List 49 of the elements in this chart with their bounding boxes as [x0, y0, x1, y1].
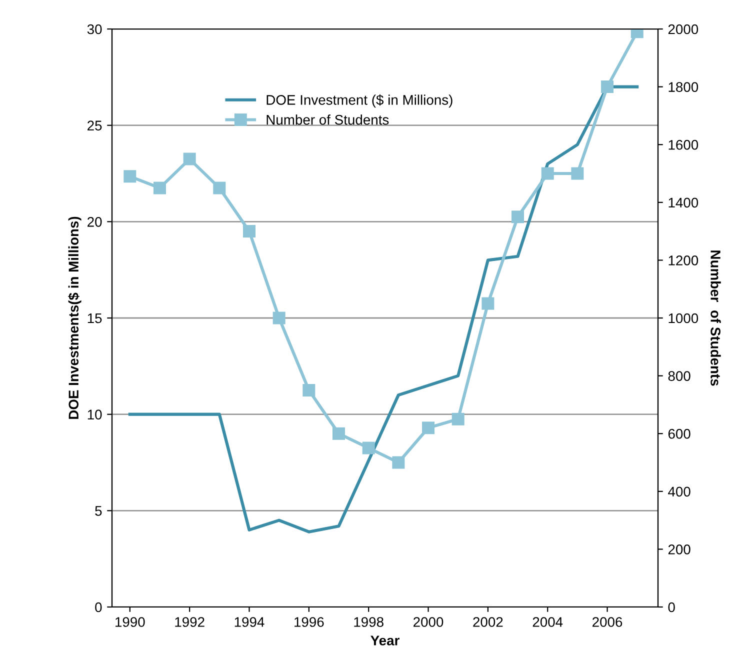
y2-tick-label: 1400: [668, 198, 698, 208]
y-tick-label: 25: [88, 120, 102, 131]
y2-tick-label: 400: [668, 486, 690, 497]
y2-tick-label: 1000: [668, 313, 698, 324]
x-tick-label: 1990: [116, 617, 145, 627]
y2-tick-label: 200: [668, 544, 690, 554]
x-axis-title: Year: [370, 636, 400, 646]
point: [242, 225, 256, 238]
y-tick-label: 15: [88, 313, 102, 324]
x-tick-label: 1996: [294, 617, 324, 627]
x-tick-label: 1998: [354, 617, 384, 627]
y-tick-label: 30: [87, 24, 102, 34]
y-tick-label: 0: [95, 602, 102, 612]
point: [422, 422, 435, 434]
y2-tick-label: 0: [668, 602, 675, 612]
point: [392, 456, 405, 469]
point: [124, 170, 136, 183]
y2-tick-label: 1600: [668, 140, 698, 150]
x-tick-label: 2004: [532, 617, 563, 627]
y2-tick-label: 600: [668, 428, 690, 439]
y2-tick-label: 800: [668, 371, 690, 381]
point: [302, 384, 316, 396]
x-tick-label: 2000: [414, 617, 444, 627]
y-tick-label: 5: [95, 506, 102, 516]
point: [213, 182, 226, 194]
point: [332, 427, 346, 440]
y2-tick-label: 1800: [668, 82, 698, 92]
y2-tick-label: 2000: [668, 24, 698, 34]
point: [482, 297, 494, 310]
legend-label: DOE Investment ($ in Millions): [266, 94, 452, 108]
x-tick-label: 1994: [234, 617, 264, 627]
x-tick-label: 2002: [473, 617, 503, 627]
point: [362, 442, 375, 454]
point: [601, 80, 614, 94]
x-tick-label: 2006: [592, 617, 622, 627]
point: [452, 412, 464, 426]
point: [183, 152, 196, 166]
y-tick-label: 10: [88, 410, 102, 420]
point: [541, 167, 554, 180]
point: [153, 182, 166, 194]
y2-tick-label: 1200: [668, 256, 698, 266]
y-tick-label: 20: [88, 217, 102, 227]
y2-axis-title: Number of Students: [710, 250, 721, 386]
point: [571, 167, 584, 180]
y-axis-title: DOE Investments($ in Millions): [68, 216, 82, 419]
point: [512, 210, 524, 224]
point: [272, 312, 286, 324]
x-tick-label: 1992: [175, 617, 204, 627]
legend-label: Number of Students: [266, 114, 389, 125]
